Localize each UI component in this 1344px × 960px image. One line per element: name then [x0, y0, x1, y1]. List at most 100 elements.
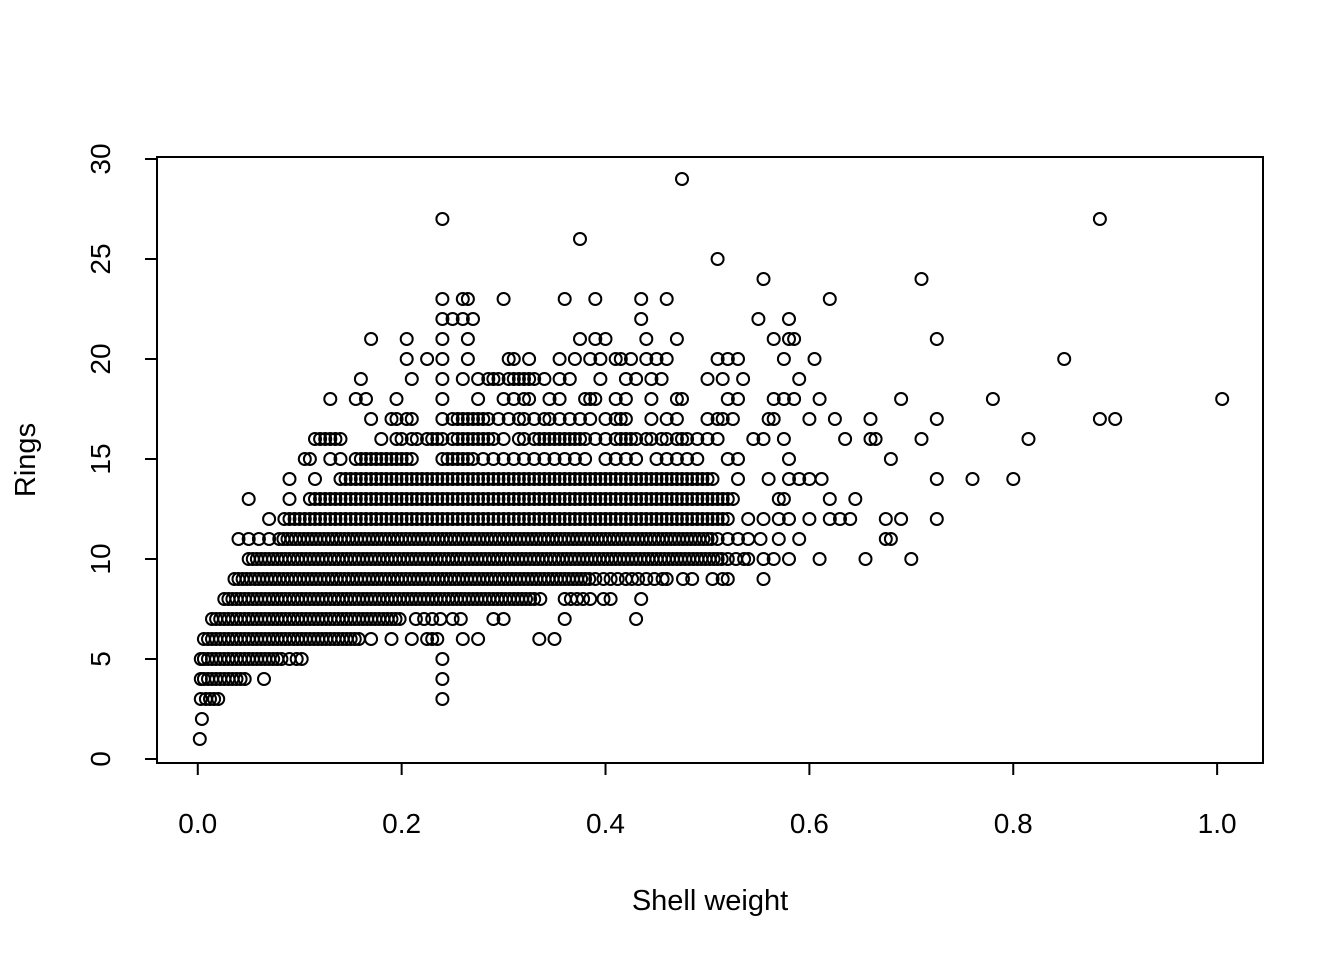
data-point — [501, 412, 516, 426]
data-point — [659, 452, 674, 466]
data-point — [776, 492, 791, 506]
data-point — [491, 512, 506, 526]
data-point — [690, 432, 705, 446]
data-point — [552, 472, 567, 486]
data-point — [522, 392, 537, 406]
data-point — [583, 352, 598, 366]
data-point — [583, 512, 598, 526]
data-point — [695, 512, 710, 526]
data-point — [491, 412, 506, 426]
data-point — [359, 392, 373, 406]
data-point — [573, 432, 587, 446]
data-point — [583, 592, 598, 606]
data-point — [680, 492, 695, 506]
data-point — [435, 312, 450, 326]
data-point — [425, 512, 440, 526]
data-point — [537, 372, 552, 386]
data-point — [675, 492, 689, 506]
data-point — [583, 412, 598, 426]
data-point — [532, 472, 547, 486]
data-point — [501, 472, 516, 486]
data-point — [348, 452, 363, 466]
data-point — [517, 512, 531, 526]
data-point — [675, 172, 689, 186]
data-point — [715, 372, 730, 386]
data-point — [685, 512, 700, 526]
data-point — [394, 492, 409, 506]
data-point — [1021, 432, 1036, 446]
data-point — [695, 472, 710, 486]
data-point — [466, 432, 480, 446]
data-point — [347, 632, 362, 646]
data-point — [450, 512, 465, 526]
data-point — [511, 432, 526, 446]
data-point — [838, 432, 853, 446]
data-point — [843, 512, 858, 526]
data-point — [506, 452, 521, 466]
data-point — [274, 652, 289, 666]
data-point — [389, 432, 404, 446]
data-point — [476, 432, 491, 446]
data-point — [522, 492, 537, 506]
data-point — [705, 572, 720, 586]
data-point — [610, 572, 625, 586]
data-point — [929, 512, 944, 526]
data-point — [501, 372, 516, 386]
data-point — [517, 372, 531, 386]
data-point — [985, 392, 1000, 406]
data-point — [522, 512, 537, 526]
x-tick-label: 0.6 — [790, 808, 829, 839]
y-tick-label: 30 — [85, 143, 116, 174]
data-point — [567, 432, 582, 446]
data-point — [435, 392, 450, 406]
data-point — [522, 372, 537, 386]
data-point — [257, 672, 271, 686]
data-point — [705, 512, 720, 526]
data-point — [578, 432, 593, 446]
data-point — [659, 292, 674, 306]
data-point — [445, 512, 460, 526]
data-point — [625, 572, 639, 586]
data-point — [631, 572, 646, 586]
data-point — [481, 412, 496, 426]
data-point — [613, 352, 628, 366]
data-point — [552, 392, 567, 406]
data-point — [588, 492, 603, 506]
data-point — [466, 472, 480, 486]
data-point — [639, 492, 654, 506]
data-point — [455, 492, 470, 506]
data-point — [715, 492, 730, 506]
data-point — [511, 472, 526, 486]
data-point — [603, 512, 618, 526]
data-point — [634, 472, 649, 486]
data-point — [537, 472, 552, 486]
x-axis: 0.0 0.2 0.4 0.6 0.8 1.0 — [178, 762, 1237, 839]
data-point — [384, 632, 399, 646]
data-point — [364, 332, 379, 346]
data-point — [404, 372, 419, 386]
data-point — [710, 552, 725, 566]
data-point — [659, 572, 674, 586]
data-point — [720, 572, 735, 586]
data-point — [792, 372, 807, 386]
data-point — [364, 632, 379, 646]
data-point — [567, 352, 582, 366]
data-point — [624, 492, 638, 506]
data-point — [685, 472, 700, 486]
data-point — [527, 452, 542, 466]
data-point — [374, 492, 389, 506]
data-point — [374, 472, 389, 486]
data-point — [649, 512, 664, 526]
data-point — [710, 532, 725, 546]
data-point — [388, 612, 403, 626]
data-point — [308, 472, 322, 486]
data-point — [613, 472, 628, 486]
data-point — [511, 372, 526, 386]
data-point — [496, 512, 511, 526]
y-tick-label: 20 — [85, 343, 116, 374]
data-point — [455, 512, 470, 526]
data-point — [756, 432, 771, 446]
x-tick-label: 1.0 — [1198, 808, 1237, 839]
data-point — [369, 492, 384, 506]
